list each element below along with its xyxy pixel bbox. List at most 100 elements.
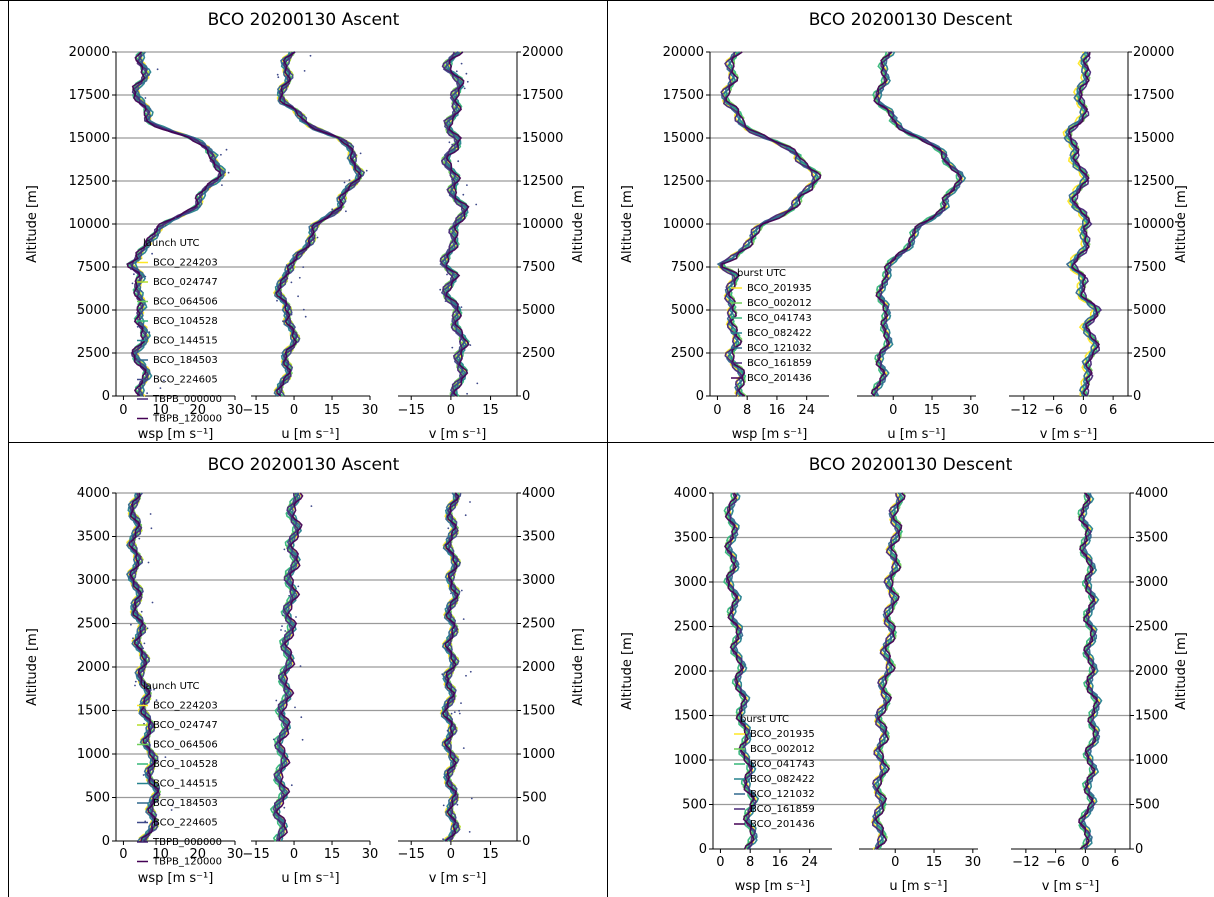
y-tick-label-right: 17500 bbox=[522, 88, 563, 103]
outlier-point bbox=[153, 688, 155, 691]
chart-descent-lowlevel: BCO 20200130 Descent Altitude [m] Altitude… bbox=[620, 455, 1189, 894]
y-tick-label-left: 10000 bbox=[69, 217, 110, 232]
outlier-point bbox=[143, 722, 145, 725]
legend-entry: BCO_121032 bbox=[750, 789, 815, 800]
outlier-point bbox=[466, 392, 468, 395]
y-axis-label-left: Altitude [m] bbox=[620, 185, 635, 263]
x-tick-label: 0 bbox=[713, 403, 721, 418]
y-tick-label-left: 7500 bbox=[671, 260, 704, 275]
outlier-point bbox=[276, 299, 278, 302]
outlier-point bbox=[300, 716, 303, 719]
outlier-point bbox=[164, 756, 167, 758]
outlier-point bbox=[207, 146, 210, 149]
x-tick-label: 0 bbox=[447, 847, 455, 862]
panel-3-2: −12 −6 0 6 v [m s⁻¹] bbox=[1011, 492, 1130, 894]
legend-entry: BCO_002012 bbox=[747, 298, 812, 309]
profile-line-TBPB_120000 bbox=[275, 51, 362, 397]
x-tick-label: 6 bbox=[1111, 855, 1119, 870]
outlier-point bbox=[138, 679, 140, 682]
legend-title: burst UTC bbox=[737, 268, 786, 279]
profile-line-BCO_041743 bbox=[723, 492, 755, 850]
legend-entry: BCO_104528 bbox=[153, 316, 218, 327]
x-tick-label: 0 bbox=[119, 403, 127, 418]
y-tick-label-left: 10000 bbox=[663, 217, 704, 232]
y-tick-label-right: 0 bbox=[522, 834, 530, 849]
y-tick-label-right: 1500 bbox=[1135, 709, 1168, 724]
panel-3-1: 0 15 30 u [m s⁻¹] bbox=[859, 492, 981, 894]
y-tick-label-right: 10000 bbox=[522, 217, 563, 232]
y-axis-label-right: Altitude [m] bbox=[1174, 185, 1189, 263]
outlier-point bbox=[451, 143, 454, 146]
x-tick-label: 15 bbox=[924, 403, 941, 418]
legend-title: launch UTC bbox=[143, 681, 199, 692]
outlier-point bbox=[359, 152, 362, 155]
legend-entry: TBPB_120000 bbox=[152, 414, 222, 425]
y-tick-label-left: 20000 bbox=[663, 45, 704, 60]
outlier-point bbox=[282, 320, 284, 323]
outlier-point bbox=[151, 601, 154, 604]
legend-entry: BCO_184503 bbox=[153, 798, 218, 809]
outlier-point bbox=[144, 97, 147, 99]
outlier-point bbox=[136, 516, 139, 519]
x-axis-label: wsp [m s⁻¹] bbox=[138, 871, 214, 886]
y-tick-label-right: 3000 bbox=[1135, 575, 1168, 590]
outlier-point bbox=[136, 99, 138, 101]
y-tick-label-left: 7500 bbox=[77, 260, 110, 275]
y-tick-label-right: 5000 bbox=[522, 303, 555, 318]
outlier-point bbox=[294, 706, 296, 709]
outlier-point bbox=[453, 821, 455, 824]
y-tick-label-right: 12500 bbox=[522, 174, 563, 189]
y-tick-label-right: 2500 bbox=[1135, 620, 1168, 635]
outlier-point bbox=[451, 178, 453, 181]
y-tick-label-left: 1000 bbox=[77, 747, 110, 762]
outlier-point bbox=[138, 537, 141, 540]
y-tick-label-left: 12500 bbox=[69, 174, 110, 189]
x-tick-label: 20 bbox=[190, 403, 207, 418]
outlier-point bbox=[280, 700, 283, 703]
x-tick-label: 8 bbox=[743, 403, 751, 418]
y-tick-label-left: 1500 bbox=[674, 709, 707, 724]
outlier-point bbox=[142, 647, 145, 650]
x-tick-label: 15 bbox=[324, 403, 341, 418]
profile-line-TBPB_120000 bbox=[445, 51, 470, 397]
y-tick-label-right: 1500 bbox=[522, 704, 555, 719]
legend-entry: TBPB_120000 bbox=[152, 857, 222, 868]
outlier-point bbox=[290, 577, 293, 580]
outlier-point bbox=[225, 148, 228, 151]
outlier-point bbox=[446, 273, 448, 276]
x-tick-label: 24 bbox=[801, 855, 818, 870]
outlier-point bbox=[345, 210, 347, 213]
y-axis-label-left: Altitude [m] bbox=[25, 628, 40, 706]
outlier-point bbox=[284, 688, 287, 691]
x-tick-label: 0 bbox=[1081, 855, 1089, 870]
y-tick-label-left: 2000 bbox=[674, 664, 707, 679]
outlier-point bbox=[299, 665, 302, 667]
outlier-point bbox=[138, 58, 141, 60]
outlier-point bbox=[148, 331, 151, 334]
legend-entry: BCO_082422 bbox=[750, 774, 815, 785]
outlier-point bbox=[129, 540, 131, 542]
chart-title: BCO 20200130 Ascent bbox=[208, 10, 400, 30]
outlier-point bbox=[146, 627, 149, 630]
y-tick-label-left: 3500 bbox=[77, 530, 110, 545]
y-tick-label-left: 1000 bbox=[674, 753, 707, 768]
x-tick-label: 15 bbox=[324, 847, 341, 862]
outlier-point bbox=[221, 184, 223, 187]
outlier-point bbox=[331, 208, 334, 211]
y-tick-label-left: 4000 bbox=[674, 486, 707, 501]
x-axis-label: wsp [m s⁻¹] bbox=[138, 427, 214, 442]
outlier-point bbox=[456, 803, 459, 806]
frame-left-border bbox=[8, 0, 9, 897]
outlier-point bbox=[449, 57, 452, 59]
y-tick-label-left: 3000 bbox=[77, 573, 110, 588]
x-tick-label: 30 bbox=[362, 403, 379, 418]
outlier-point bbox=[470, 797, 473, 800]
outlier-point bbox=[469, 344, 472, 346]
x-tick-label: 6 bbox=[1109, 403, 1117, 418]
y-tick-label-left: 3000 bbox=[674, 575, 707, 590]
outlier-point bbox=[286, 381, 289, 383]
y-tick-label-left: 3500 bbox=[674, 531, 707, 546]
y-tick-label-right: 2500 bbox=[1133, 346, 1166, 361]
outlier-point bbox=[466, 184, 468, 187]
outlier-point bbox=[159, 387, 162, 389]
